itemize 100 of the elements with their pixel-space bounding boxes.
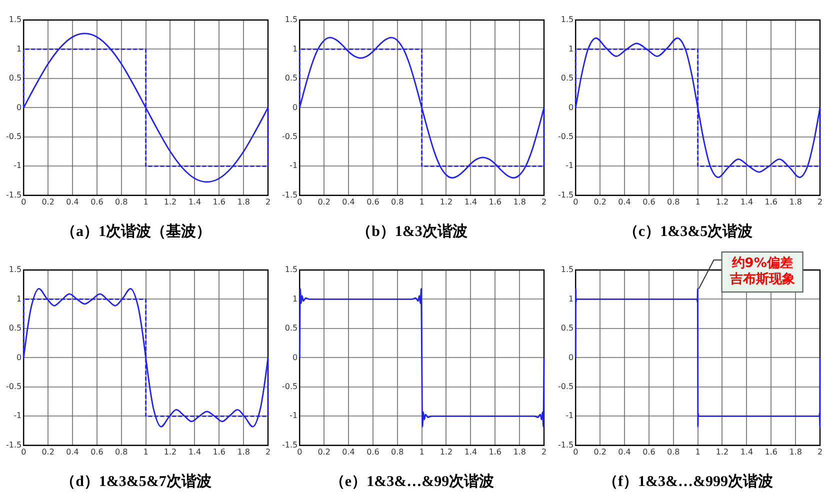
x-tick-label: 1.6 (212, 197, 226, 206)
x-tick-label: 0.8 (667, 447, 680, 456)
x-tick-label: 2 (541, 197, 547, 206)
x-tick-label: 0.4 (618, 447, 631, 456)
y-tick-label: 1.5 (560, 15, 574, 24)
x-tick-label: 0.2 (42, 447, 54, 456)
text: （d）1&3&5&7次谐波 (60, 472, 212, 490)
x-tick-label: 0.2 (318, 447, 330, 456)
y-tick-label: 0 (16, 352, 22, 362)
x-tick-label: 1.6 (488, 447, 502, 456)
x-tick-label: 1.6 (764, 197, 778, 206)
text: （c）1&3&5次谐波 (623, 222, 753, 240)
y-tick-label: 0.5 (560, 74, 574, 83)
x-tick-label: 1.8 (789, 197, 802, 206)
x-tick-label: 1.4 (464, 447, 478, 456)
y-tick-label: -1.5 (282, 440, 298, 450)
x-tick-label: 2 (265, 447, 271, 456)
line-series (574, 288, 821, 428)
y-tick-label: -1.5 (558, 190, 574, 200)
x-tick-label: 0.6 (366, 197, 380, 206)
y-tick-label: 1.5 (8, 265, 22, 274)
x-tick-label: 0.4 (618, 197, 631, 206)
x-tick-label: 1 (419, 197, 424, 206)
y-tick-label: -0.5 (558, 132, 574, 142)
y-tick-label: 0 (568, 102, 574, 112)
x-tick-label: 1 (143, 447, 148, 456)
x-tick-label: 1.2 (440, 197, 453, 206)
x-tick-label: 1.8 (513, 197, 526, 206)
y-tick-label: -0.5 (6, 382, 22, 392)
x-tick-label: 1.2 (440, 447, 453, 456)
y-tick-label: 0 (292, 102, 298, 112)
x-tick-label: 1.2 (164, 197, 177, 206)
x-tick-label: 0.6 (90, 197, 104, 206)
x-tick-label: 2 (541, 447, 547, 456)
text: （a）1次谐波（基波） (61, 222, 211, 240)
text: （b）1&3次谐波 (356, 222, 468, 240)
x-tick-label: 1.4 (740, 197, 754, 206)
x-tick-label: 1.4 (740, 447, 754, 456)
y-tick-label: -0.5 (282, 132, 298, 142)
x-tick-label: 1.8 (789, 447, 802, 456)
x-tick-label: 1.2 (164, 447, 177, 456)
x-tick-label: 0.8 (391, 447, 404, 456)
y-tick-label: 0.5 (560, 324, 574, 333)
y-tick-label: -1 (290, 411, 298, 420)
x-tick-label: 1 (695, 447, 700, 456)
x-tick-label: 0.2 (42, 197, 54, 206)
x-tick-label: 0.4 (342, 197, 355, 206)
x-tick-label: 0.4 (342, 447, 355, 456)
y-tick-label: 1 (292, 294, 298, 304)
x-tick-label: 1.6 (488, 197, 502, 206)
y-tick-label: -1.5 (558, 440, 574, 450)
x-tick-label: 0.6 (642, 447, 656, 456)
text: （f）1&3&…&999次谐波 (603, 472, 773, 490)
x-tick-label: 1.4 (188, 197, 202, 206)
y-tick-label: 1.5 (8, 15, 22, 24)
x-tick-label: 0.8 (115, 197, 128, 206)
line-series (298, 288, 545, 428)
y-tick-label: -0.5 (6, 132, 22, 142)
x-tick-label: 2 (817, 197, 823, 206)
y-tick-label: -1.5 (6, 440, 22, 450)
y-tick-label: 0.5 (284, 74, 298, 83)
x-tick-label: 1.8 (513, 447, 526, 456)
y-tick-label: 1 (568, 44, 574, 54)
x-tick-label: 0.2 (594, 197, 606, 206)
y-tick-label: 0.5 (8, 324, 22, 333)
annotation: 吉布斯现象 (728, 272, 795, 287)
x-tick-label: 1.2 (716, 197, 729, 206)
x-tick-label: 2 (817, 447, 823, 456)
y-tick-label: -0.5 (282, 382, 298, 392)
y-tick-label: 0.5 (284, 324, 298, 333)
x-tick-label: 1.2 (716, 447, 729, 456)
y-tick-label: -1 (566, 411, 574, 420)
y-tick-label: -1 (566, 161, 574, 170)
x-tick-label: 1 (143, 197, 148, 206)
y-tick-label: 0 (568, 352, 574, 362)
x-tick-label: 0.4 (66, 447, 79, 456)
x-tick-label: 0.6 (642, 197, 656, 206)
x-tick-label: 0.2 (594, 447, 606, 456)
y-tick-label: -1 (14, 411, 22, 420)
y-tick-label: -1.5 (282, 190, 298, 200)
x-tick-label: 1.6 (764, 447, 778, 456)
y-tick-label: 1.5 (560, 265, 574, 274)
x-tick-label: 1.6 (212, 447, 226, 456)
x-tick-label: 1 (419, 447, 424, 456)
y-tick-label: 0.5 (8, 74, 22, 83)
text: （e）1&3&…&99次谐波 (330, 472, 494, 490)
y-tick-label: 1 (16, 44, 22, 54)
x-tick-label: 0.6 (90, 447, 104, 456)
x-tick-label: 0.6 (366, 447, 380, 456)
y-tick-label: -1 (14, 161, 22, 170)
x-tick-label: 1.4 (188, 447, 202, 456)
x-tick-label: 1.8 (237, 447, 250, 456)
x-tick-label: 0.8 (391, 197, 404, 206)
x-tick-label: 1.4 (464, 197, 478, 206)
y-tick-label: 1.5 (284, 265, 298, 274)
y-tick-label: 1 (16, 294, 22, 304)
x-tick-label: 0.4 (66, 197, 79, 206)
x-tick-label: 0.8 (115, 447, 128, 456)
x-tick-label: 2 (265, 197, 271, 206)
y-tick-label: 1 (568, 294, 574, 304)
